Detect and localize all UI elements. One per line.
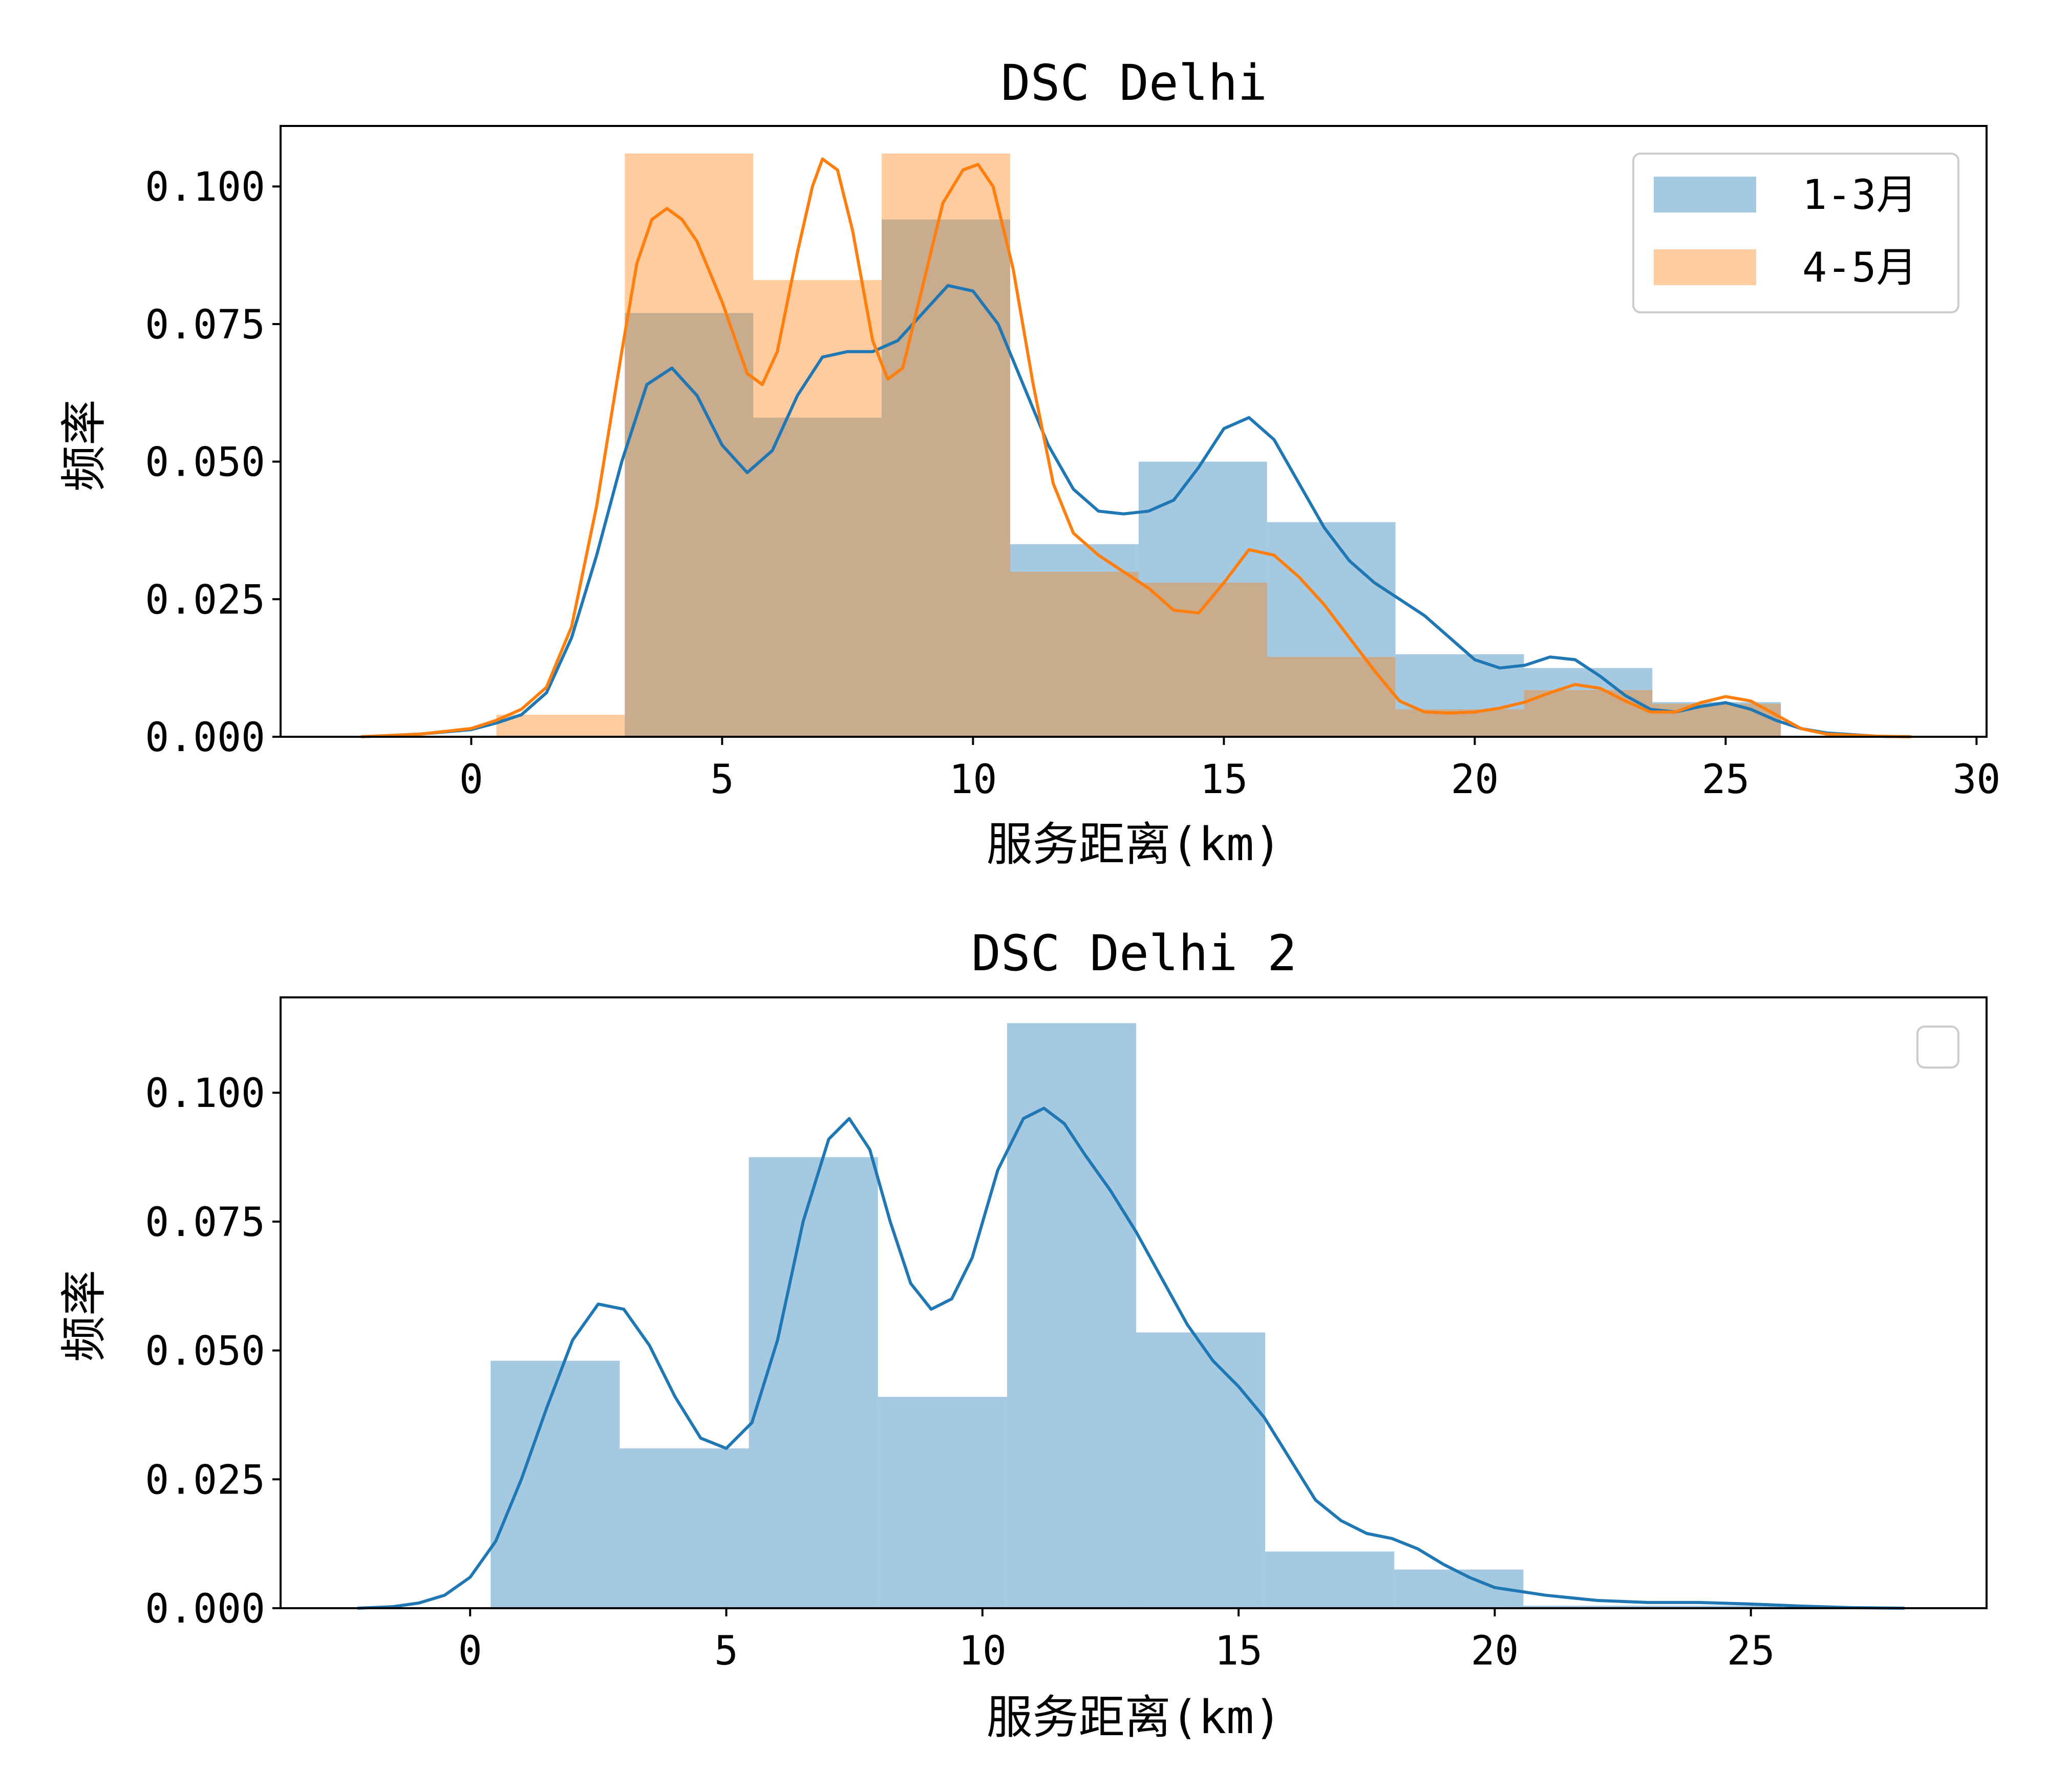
x-tick-label: 10: [949, 757, 997, 803]
y-tick-label: 0.025: [145, 1457, 265, 1503]
y-axis-ticks: 0.000 0.025 0.050 0.075 0.100: [145, 1071, 281, 1632]
histogram-bar-s1-b2: [753, 280, 882, 737]
histogram-bar-s0-b0: [490, 1360, 620, 1608]
y-tick-label: 0.025: [145, 577, 265, 623]
kde-curves: [360, 157, 1912, 738]
histogram-bar-s1-b8: [1524, 690, 1653, 737]
histogram-bar-s1-b3: [882, 153, 1010, 737]
x-tick-label: 5: [714, 1628, 738, 1674]
x-tick-label: 20: [1470, 1628, 1519, 1674]
x-tick-label: 30: [1952, 757, 2000, 803]
kde-line-s0: [357, 1106, 1905, 1610]
chart-title: DSC Delhi 2: [971, 925, 1297, 982]
kde-line-s1: [360, 157, 1912, 738]
y-tick-label: 0.075: [145, 1200, 265, 1246]
histogram-bar-s1-b4: [1010, 571, 1139, 737]
x-tick-label: 0: [458, 1628, 482, 1674]
histogram-bar-s0-b9: [1652, 1605, 1782, 1608]
legend-swatch-1-3: [1654, 177, 1756, 212]
legend-box: [1916, 1026, 1959, 1069]
histogram-bar-s0-b9: [1652, 702, 1781, 737]
y-axis-label: 频率: [57, 399, 111, 492]
y-tick-label: 0.100: [145, 1071, 265, 1117]
y-tick-label: 0.000: [145, 715, 265, 761]
histogram-bar-s0-b2: [753, 417, 882, 737]
x-tick-label: 15: [1200, 757, 1248, 803]
chart-title: DSC Delhi: [1001, 54, 1267, 112]
histogram-bar-s0-b8: [1523, 1605, 1653, 1608]
y-tick-label: 0.100: [145, 164, 265, 210]
histogram-bar-s1-b0: [496, 715, 625, 737]
y-tick-label: 0.000: [145, 1586, 265, 1632]
legend-box: [1632, 153, 1959, 313]
chart-panel-dsc-delhi: DSC Delhi 0 5 10 15 20 25 30 0.0000.0250.0500.…: [57, 54, 2000, 871]
x-axis-label: 服务距离(km): [987, 818, 1282, 871]
histogram-bar-s0-b4: [1010, 544, 1139, 737]
x-tick-label: 5: [710, 757, 734, 803]
x-tick-label: 25: [1701, 757, 1750, 803]
kde-line-s0: [360, 284, 1912, 738]
x-tick-label: 20: [1450, 757, 1499, 803]
legend-swatch-4-5: [1654, 249, 1756, 285]
chart-panel-dsc-delhi-2: DSC Delhi 2 0 5 10 15 20 25 0.0000.0250.0500.…: [57, 925, 1988, 1744]
histogram-bar-s1-b9: [1652, 703, 1781, 737]
y-tick-label: 0.050: [145, 440, 265, 486]
y-axis-label: 频率: [57, 1270, 111, 1362]
plot-frame: [280, 996, 1988, 1609]
histogram-bar-s0-b6: [1265, 1551, 1395, 1608]
histogram-bar-s0-b3: [878, 1397, 1007, 1608]
x-tick-label: 25: [1727, 1628, 1775, 1674]
legend-label-1-3: 1-3月: [1802, 171, 1917, 219]
histogram-bars: [490, 1023, 1782, 1608]
legend: 1-3月 4-5月: [1632, 153, 1959, 313]
x-tick-label: 0: [459, 757, 483, 803]
histogram-bar-s0-b6: [1267, 522, 1396, 737]
x-axis-ticks: 0 5 10 15 20 25 30: [459, 737, 2000, 803]
y-tick-label: 0.050: [145, 1329, 265, 1375]
x-axis-ticks: 0 5 10 15 20 25: [458, 1608, 1775, 1674]
histogram-bar-s1-b1: [625, 153, 754, 737]
histogram-bar-s0-b3: [882, 219, 1010, 737]
histogram-bar-s0-b5: [1136, 1332, 1266, 1608]
histogram-bar-s1-b6: [1267, 657, 1396, 737]
histogram-bar-s0-b1: [620, 1448, 749, 1608]
histogram-bars: [496, 153, 1781, 737]
legend-label-4-5: 4-5月: [1802, 244, 1917, 291]
x-axis-label: 服务距离(km): [987, 1691, 1282, 1744]
plot-frame: [280, 125, 1988, 738]
y-axis-ticks: 0.000 0.025 0.050 0.075 0.100: [145, 164, 281, 761]
x-tick-label: 15: [1214, 1628, 1263, 1674]
kde-curves: [357, 1106, 1905, 1610]
x-tick-label: 10: [958, 1628, 1007, 1674]
histogram-bar-s0-b4: [1007, 1023, 1137, 1608]
histogram-bar-s0-b2: [749, 1157, 878, 1608]
legend: [1916, 1026, 1959, 1069]
y-tick-label: 0.075: [145, 302, 265, 348]
